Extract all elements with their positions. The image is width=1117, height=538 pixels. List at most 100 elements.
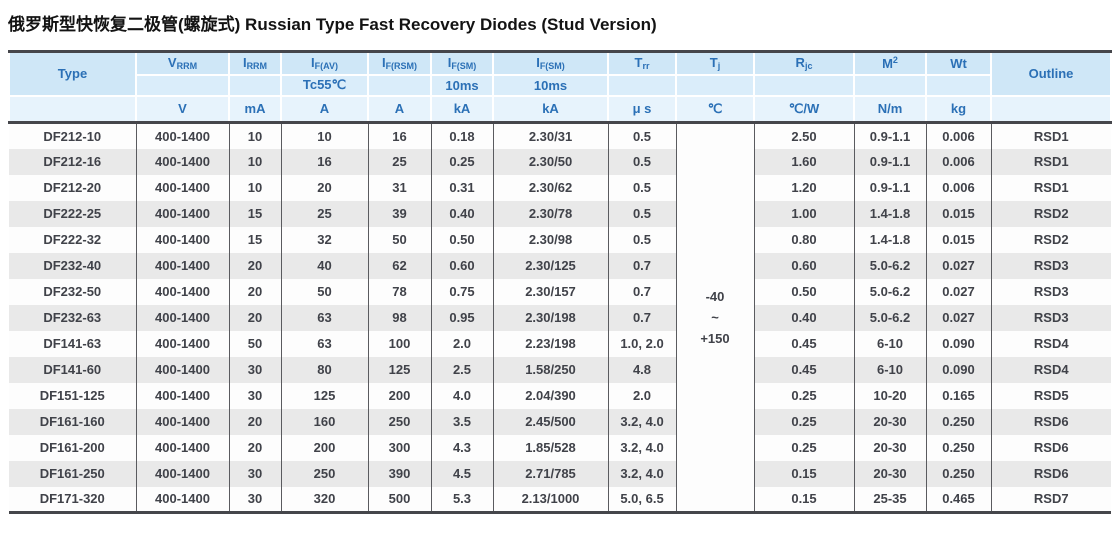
table-cell: 10 (228, 148, 281, 175)
table-cell: 0.25 (753, 408, 854, 435)
table-cell: 0.9-1.1 (853, 148, 926, 175)
unit-cell: mA (228, 94, 282, 124)
table-cell: 2.30/50 (492, 148, 608, 175)
header-row-conditions: Tc55℃ 10ms 10ms (9, 73, 1111, 97)
table-cell: 6-10 (853, 356, 926, 383)
table-cell: 98 (367, 304, 431, 331)
unit-cell: μ s (607, 94, 677, 124)
table-cell: 0.250 (925, 460, 991, 487)
table-cell: RSD4 (990, 356, 1111, 383)
table-cell: 20 (228, 434, 281, 461)
table-row: DF222-25 400-1400 15 25 39 0.40 2.30/78 0.5 1.00… (9, 200, 1111, 227)
table-cell: 0.50 (430, 226, 493, 253)
table-cell: 2.23/198 (492, 330, 608, 357)
table-cell: 5.3 (430, 486, 493, 513)
table-cell: 20-30 (853, 408, 926, 435)
condition-cell (675, 73, 755, 97)
table-cell: 0.027 (925, 278, 991, 305)
table-cell: 5.0-6.2 (853, 252, 926, 279)
table-cell: 0.7 (607, 278, 676, 305)
table-cell: 2.30/125 (492, 252, 608, 279)
condition-cell-10ms: 10ms (430, 73, 494, 97)
table-cell: 0.5 (607, 226, 676, 253)
table-cell: 20-30 (853, 434, 926, 461)
condition-cell (228, 73, 282, 97)
table-cell: 1.20 (753, 174, 854, 201)
table-cell: 400-1400 (135, 382, 229, 409)
table-cell: 400-1400 (135, 200, 229, 227)
table-cell: 15 (228, 200, 281, 227)
table-cell: 1.4-1.8 (853, 200, 926, 227)
table-cell: 250 (367, 408, 431, 435)
table-cell: 0.50 (753, 278, 854, 305)
table-cell: 16 (280, 148, 368, 175)
unit-cell: ℃/W (753, 94, 855, 124)
table-cell: 1.00 (753, 200, 854, 227)
table-row: DF212-10 400-1400 10 10 16 0.18 2.30/31 0.5 -40 ~… (9, 121, 1111, 513)
table-cell: 30 (228, 486, 281, 513)
table-cell: 10 (228, 121, 281, 149)
col-header-tj: Tj (675, 50, 755, 76)
table-cell: 400-1400 (135, 174, 229, 201)
table-cell: 125 (280, 382, 368, 409)
table-cell: 0.5 (607, 148, 676, 175)
table-cell: 16 (367, 121, 431, 149)
tj-value: ~ (711, 310, 719, 325)
col-header-trr: Trr (607, 50, 677, 76)
table-cell: 0.027 (925, 304, 991, 331)
table-cell: 3.2, 4.0 (607, 408, 676, 435)
table-cell: 3.2, 4.0 (607, 460, 676, 487)
table-cell: 15 (228, 226, 281, 253)
table-cell: 30 (228, 460, 281, 487)
table-cell: DF151-125 (9, 382, 136, 409)
table-cell: 63 (280, 304, 368, 331)
table-body: DF212-10 400-1400 10 10 16 0.18 2.30/31 0.5 -40 ~… (9, 121, 1111, 513)
table-cell: RSD4 (990, 330, 1111, 357)
table-cell: 0.25 (753, 382, 854, 409)
condition-cell (925, 73, 992, 97)
table-cell: 400-1400 (135, 304, 229, 331)
unit-cell: A (367, 94, 432, 124)
table-cell: 2.5 (430, 356, 493, 383)
table-cell: RSD5 (990, 382, 1111, 409)
table-cell: 25-35 (853, 486, 926, 513)
tj-value: +150 (700, 331, 730, 346)
table-cell: DF212-20 (9, 174, 136, 201)
table-cell: DF232-63 (9, 304, 136, 331)
table-cell: 20 (228, 278, 281, 305)
table-cell: 0.95 (430, 304, 493, 331)
table-cell: 10-20 (853, 382, 926, 409)
table-cell: 4.0 (430, 382, 493, 409)
table-cell: 10 (228, 174, 281, 201)
table-cell: 50 (280, 278, 368, 305)
table-cell: 39 (367, 200, 431, 227)
table-cell: 0.465 (925, 486, 991, 513)
table-cell: 80 (280, 356, 368, 383)
table-cell: 0.80 (753, 226, 854, 253)
table-row: DF232-50 400-1400 20 50 78 0.75 2.30/157 0.7 0.5… (9, 278, 1111, 305)
table-cell: 5.0-6.2 (853, 304, 926, 331)
table-cell: RSD7 (990, 486, 1111, 513)
table-cell: 2.50 (753, 121, 854, 149)
table-cell: RSD1 (990, 148, 1111, 175)
condition-cell (853, 73, 927, 97)
col-header-ifsm-2: IF(SM) (492, 50, 609, 76)
table-cell: 400-1400 (135, 486, 229, 513)
table-cell: 0.7 (607, 252, 676, 279)
table-cell: 50 (228, 330, 281, 357)
table-cell: 63 (280, 330, 368, 357)
table-cell: 32 (280, 226, 368, 253)
table-cell: 0.45 (753, 330, 854, 357)
table-cell: 0.006 (925, 121, 991, 149)
unit-cell: A (280, 94, 369, 124)
table-row: DF232-40 400-1400 20 40 62 0.60 2.30/125 0.7 0.6… (9, 252, 1111, 279)
condition-cell-tc55: Tc55℃ (280, 73, 369, 97)
page-title: 俄罗斯型快恢复二极管(螺旋式) Russian Type Fast Recove… (8, 15, 657, 34)
table-cell: 62 (367, 252, 431, 279)
col-header-irrm: IRRM (228, 50, 282, 76)
table-cell: 5.0, 6.5 (607, 486, 676, 513)
table-cell: 0.25 (430, 148, 493, 175)
table-cell: 10 (280, 121, 368, 149)
table-cell: 400-1400 (135, 226, 229, 253)
table-cell: 0.40 (430, 200, 493, 227)
